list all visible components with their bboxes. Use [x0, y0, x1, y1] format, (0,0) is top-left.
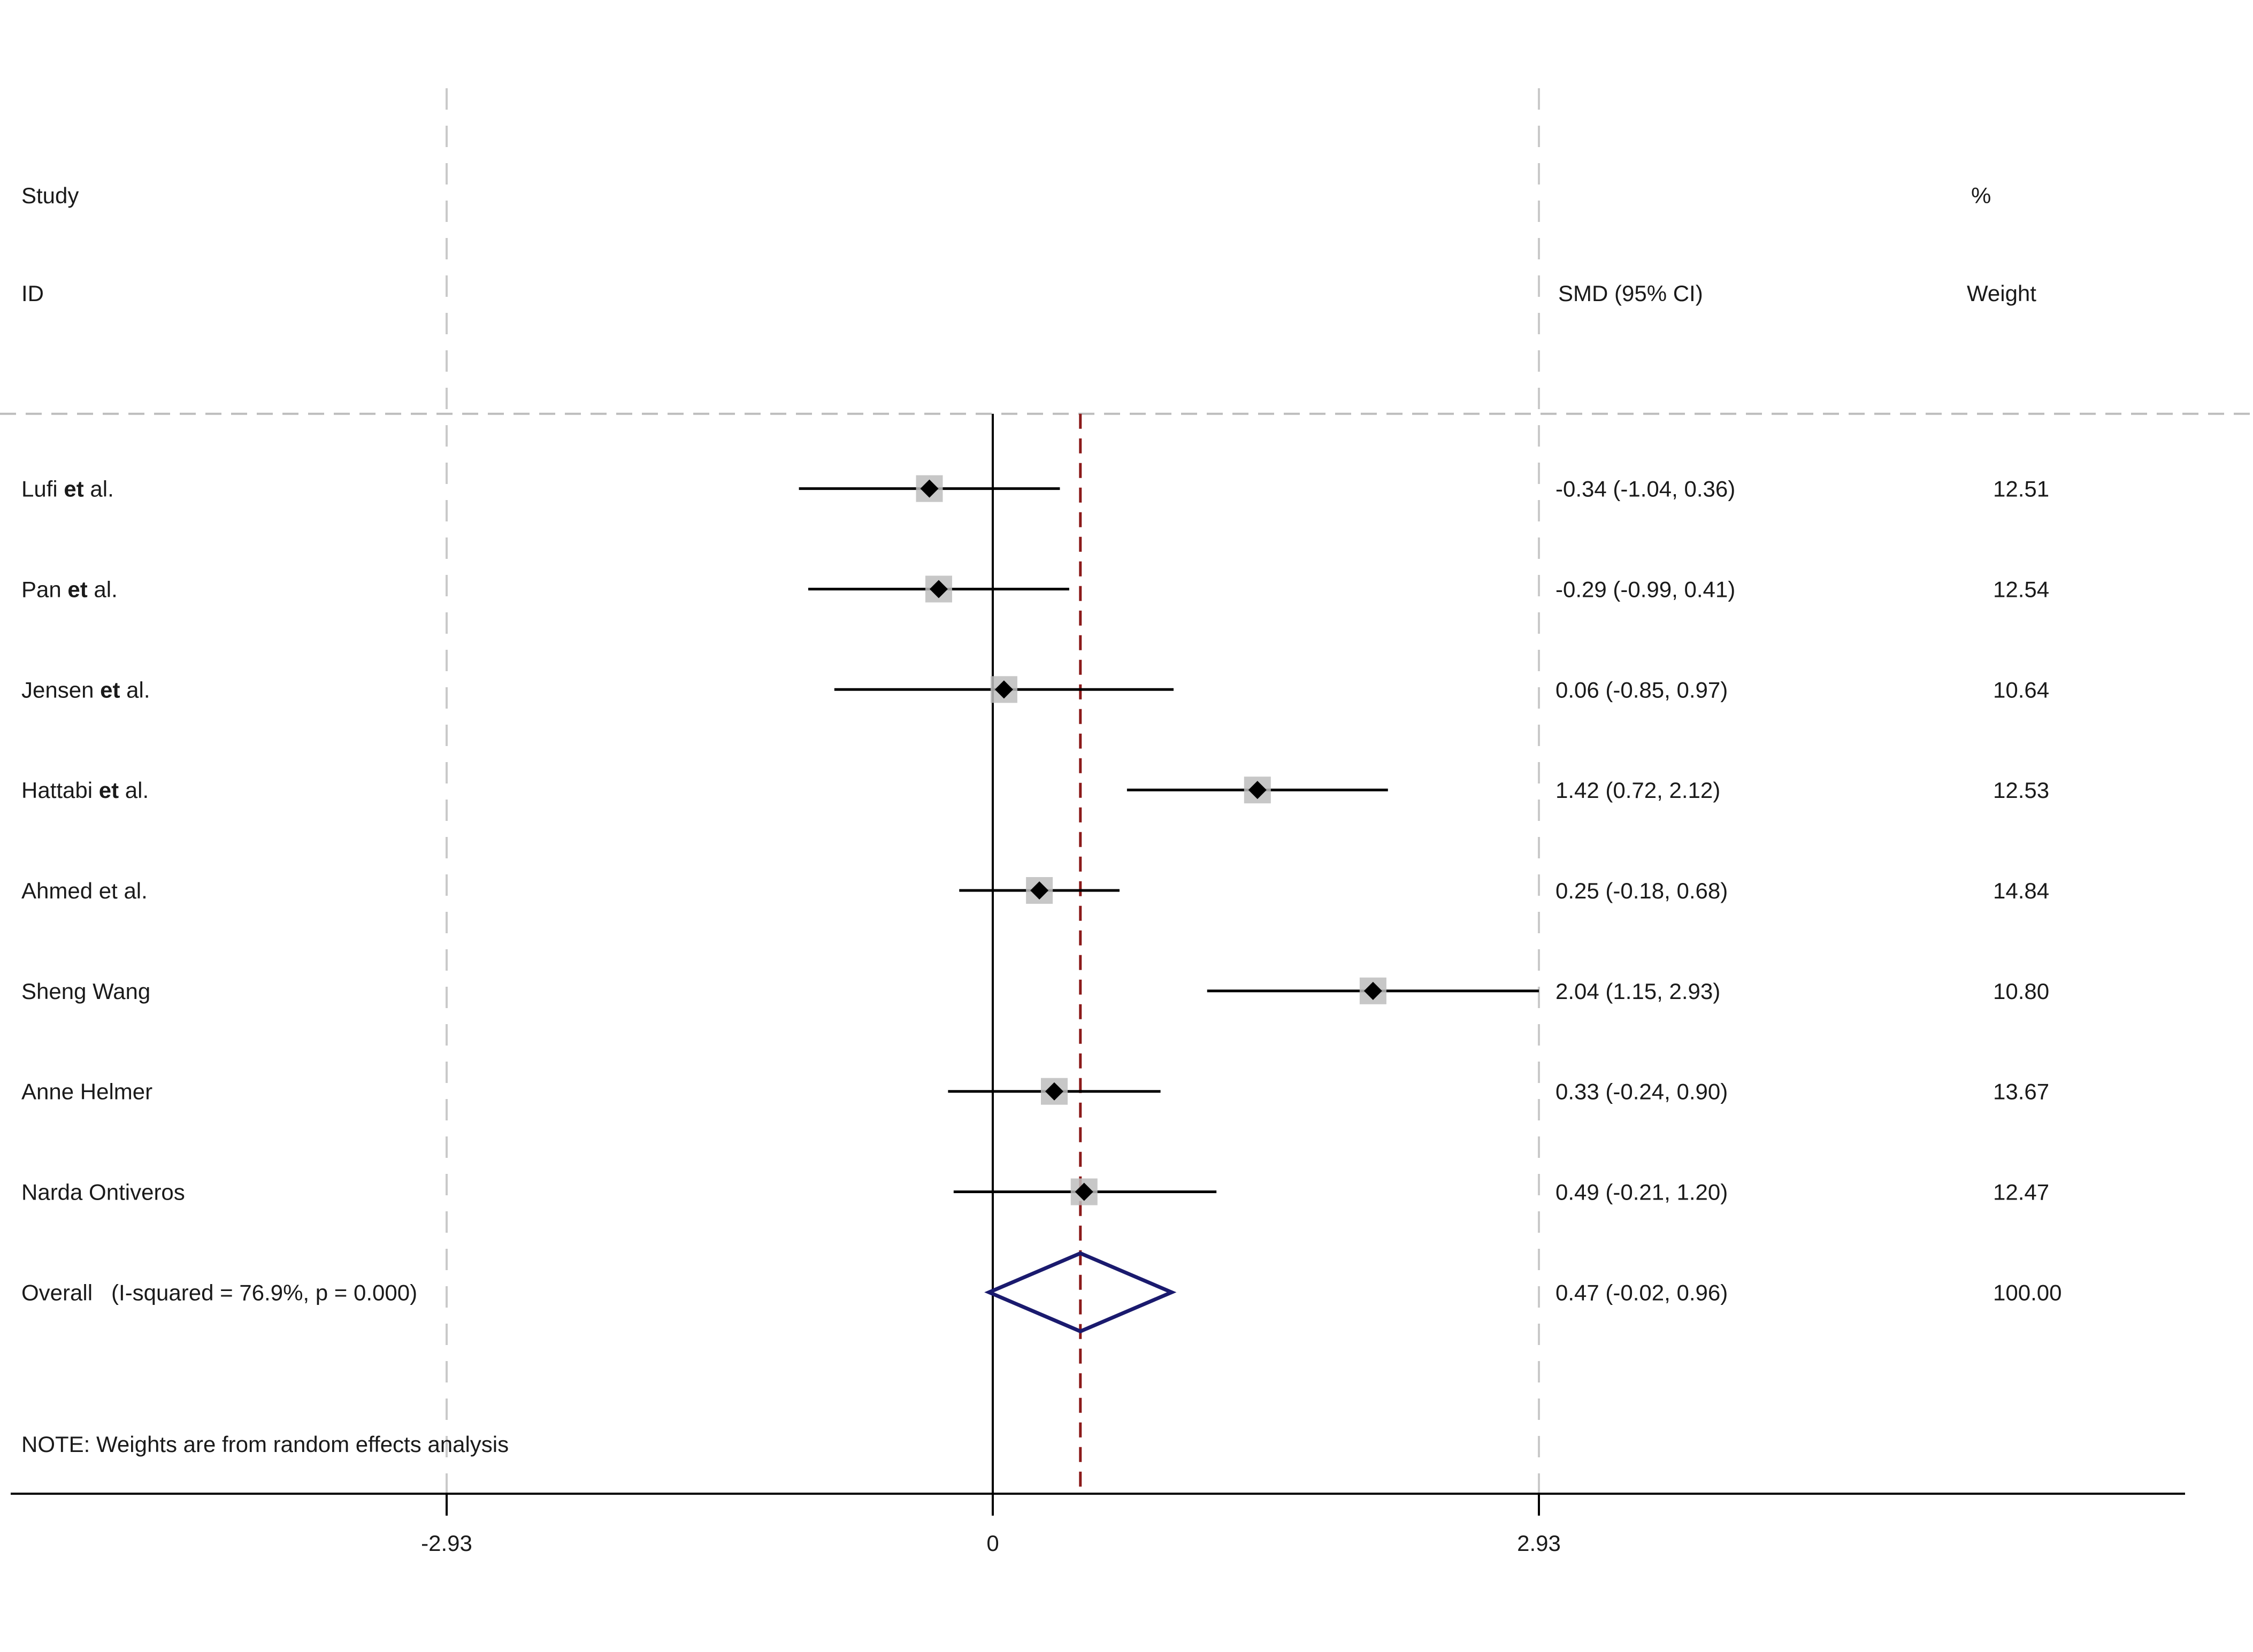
svg-text:0.25 (-0.18, 0.68): 0.25 (-0.18, 0.68) [1555, 878, 1728, 903]
svg-text:0: 0 [986, 1531, 999, 1556]
svg-text:10.64: 10.64 [1993, 677, 2049, 702]
svg-text:0.49 (-0.21, 1.20): 0.49 (-0.21, 1.20) [1555, 1180, 1728, 1205]
svg-text:13.67: 13.67 [1993, 1079, 2049, 1104]
svg-text:12.54: 12.54 [1993, 577, 2049, 602]
svg-text:Sheng Wang: Sheng Wang [21, 979, 150, 1004]
svg-text:Ahmed et al.: Ahmed et al. [21, 878, 148, 903]
svg-text:10.80: 10.80 [1993, 979, 2049, 1004]
svg-text:2.04 (1.15, 2.93): 2.04 (1.15, 2.93) [1555, 979, 1720, 1004]
svg-text:2.93: 2.93 [1517, 1531, 1561, 1556]
svg-text:Pan et al.: Pan et al. [21, 577, 118, 602]
svg-text:Lufi et al.: Lufi et al. [21, 477, 114, 502]
svg-text:14.84: 14.84 [1993, 878, 2049, 903]
svg-text:Overall (I-squared = 76.9%,: Overall (I-squared = 76.9%, p = 0.000) [21, 1280, 417, 1305]
svg-text:-0.34 (-1.04, 0.36): -0.34 (-1.04, 0.36) [1555, 477, 1735, 502]
svg-text:1.42 (0.72, 2.12): 1.42 (0.72, 2.12) [1555, 778, 1720, 803]
svg-text:Narda Ontiveros: Narda Ontiveros [21, 1180, 185, 1205]
svg-text:Weight: Weight [1967, 281, 2036, 306]
svg-text:ID: ID [21, 281, 44, 306]
svg-text:100.00: 100.00 [1993, 1280, 2062, 1305]
svg-text:NOTE: Weights are from random: NOTE: Weights are from random effects an… [21, 1432, 509, 1457]
svg-text:0.47 (-0.02, 0.96): 0.47 (-0.02, 0.96) [1555, 1280, 1728, 1305]
svg-text:Study: Study [21, 183, 79, 208]
svg-text:12.53: 12.53 [1993, 778, 2049, 803]
svg-text:Jensen et al.: Jensen et al. [21, 677, 150, 702]
svg-text:SMD (95% CI): SMD (95% CI) [1558, 281, 1703, 306]
svg-text:0.33 (-0.24, 0.90): 0.33 (-0.24, 0.90) [1555, 1079, 1728, 1104]
svg-text:Hattabi et al.: Hattabi et al. [21, 778, 149, 803]
svg-text:Anne Helmer: Anne Helmer [21, 1079, 152, 1104]
svg-text:0.06 (-0.85, 0.97): 0.06 (-0.85, 0.97) [1555, 677, 1728, 702]
svg-text:%: % [1971, 183, 1991, 208]
svg-text:-0.29 (-0.99, 0.41): -0.29 (-0.99, 0.41) [1555, 577, 1735, 602]
svg-text:-2.93: -2.93 [421, 1531, 472, 1556]
svg-text:12.51: 12.51 [1993, 477, 2049, 502]
svg-text:12.47: 12.47 [1993, 1180, 2049, 1205]
